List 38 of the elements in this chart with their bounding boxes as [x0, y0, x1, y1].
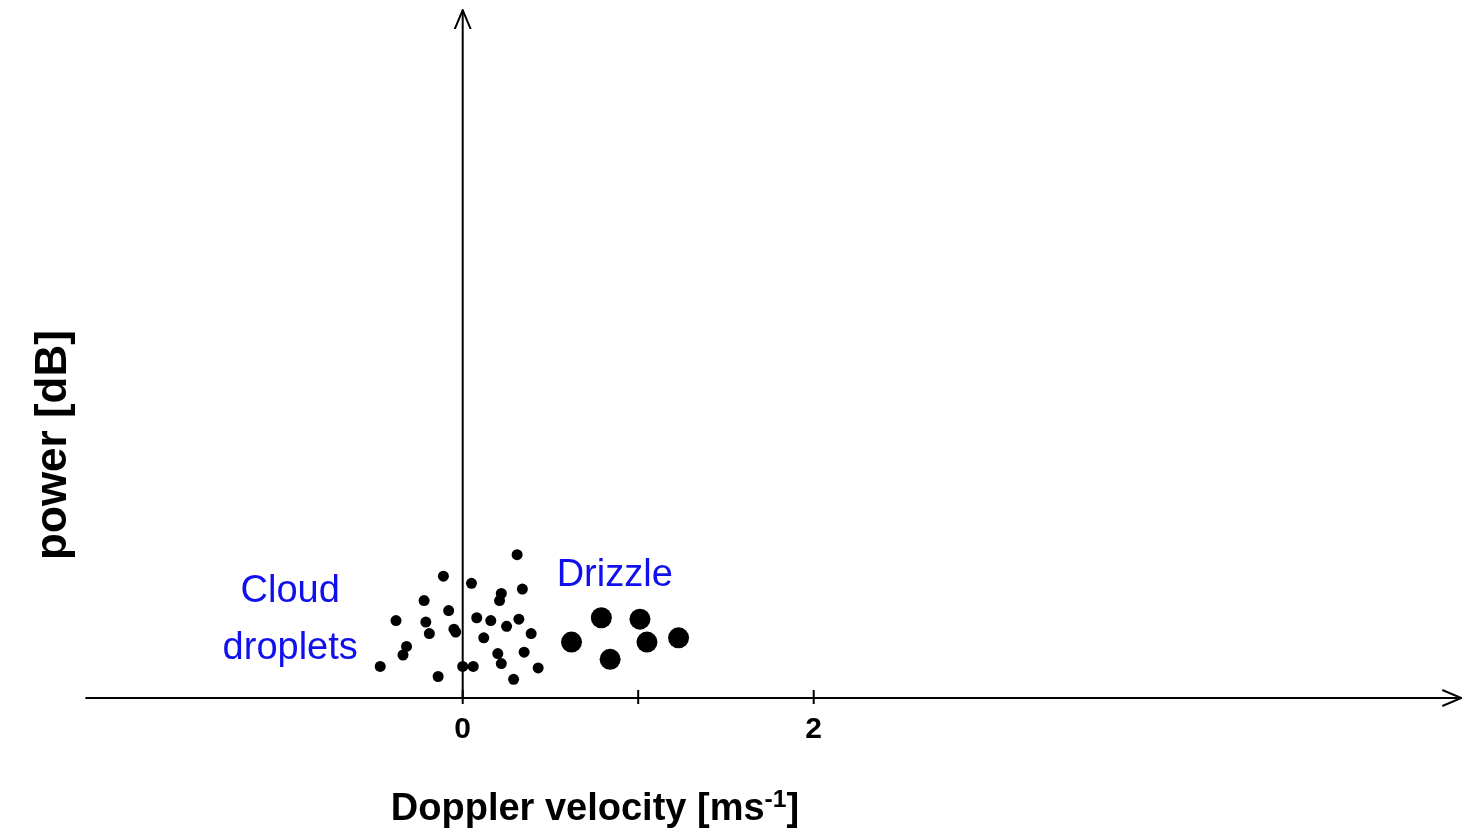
point — [532, 662, 544, 674]
point — [590, 607, 612, 629]
x-axis-title: Doppler velocity [ms$^{-1}$] — [390, 784, 800, 828]
series-label: Drizzle — [556, 551, 673, 594]
point — [478, 632, 490, 644]
point — [513, 613, 525, 625]
point — [390, 615, 402, 627]
point — [518, 646, 530, 658]
point — [525, 628, 537, 640]
point — [457, 660, 469, 672]
series-label: Cloud droplets — [222, 567, 358, 667]
point — [668, 627, 690, 649]
point — [495, 587, 507, 599]
point — [501, 620, 513, 632]
point — [467, 660, 479, 672]
point — [485, 615, 497, 627]
point — [516, 583, 528, 595]
point — [495, 658, 507, 670]
point — [374, 660, 386, 672]
point — [423, 628, 435, 640]
point — [443, 605, 455, 617]
point — [636, 631, 658, 653]
point — [418, 595, 430, 607]
point — [401, 640, 413, 652]
point — [599, 648, 621, 670]
point — [471, 612, 483, 624]
x-tick-label: 0 — [454, 711, 472, 744]
point — [561, 631, 583, 653]
point — [492, 648, 504, 660]
y-axis-title: power [dB] — [26, 330, 75, 560]
point — [629, 608, 651, 630]
point — [437, 570, 449, 582]
point — [432, 671, 444, 683]
point — [465, 577, 477, 589]
point — [420, 616, 432, 628]
point — [511, 549, 523, 561]
x-tick-label: 2 — [805, 711, 823, 744]
point — [508, 673, 520, 685]
